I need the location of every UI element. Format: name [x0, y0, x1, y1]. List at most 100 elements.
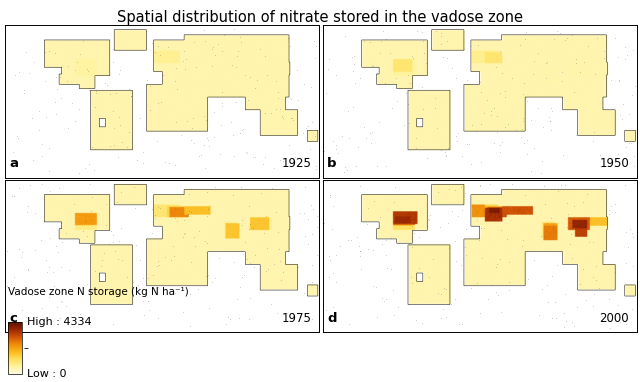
Point [566, 319, 577, 325]
Point [424, 274, 435, 280]
Point [234, 34, 244, 40]
Point [226, 119, 236, 125]
Point [319, 148, 330, 154]
Point [230, 99, 241, 105]
Point [414, 265, 424, 271]
Point [440, 153, 451, 159]
Point [328, 304, 338, 311]
Point [299, 81, 309, 87]
Point [621, 321, 632, 327]
Point [578, 199, 588, 206]
Point [403, 101, 413, 107]
Point [269, 261, 279, 267]
Point [41, 257, 51, 263]
Point [237, 217, 247, 223]
Point [52, 304, 62, 310]
Point [381, 296, 392, 302]
Point [185, 291, 195, 297]
Point [306, 202, 316, 209]
Point [152, 43, 163, 49]
Point [577, 266, 588, 272]
Point [153, 100, 163, 107]
Point [158, 72, 168, 78]
Point [170, 162, 180, 168]
Point [273, 95, 283, 101]
Point [500, 87, 510, 94]
Point [14, 185, 24, 191]
Point [74, 170, 84, 176]
Point [292, 97, 303, 104]
Point [308, 206, 318, 212]
Point [539, 183, 549, 189]
Point [518, 115, 529, 121]
Point [129, 185, 139, 191]
Point [623, 112, 634, 118]
Point [504, 286, 514, 293]
Point [588, 239, 598, 245]
Point [575, 281, 585, 287]
Point [462, 81, 472, 87]
Point [52, 86, 62, 92]
Point [51, 50, 61, 57]
Point [560, 37, 570, 43]
Point [7, 193, 17, 199]
Point [278, 157, 288, 163]
Point [349, 53, 359, 59]
Point [367, 63, 378, 69]
Point [300, 233, 310, 239]
Point [200, 238, 210, 244]
Point [184, 208, 194, 214]
Point [600, 201, 611, 207]
Point [189, 39, 199, 45]
Point [456, 321, 467, 327]
Point [209, 109, 219, 115]
Point [156, 99, 166, 105]
Point [440, 149, 450, 155]
Point [500, 124, 511, 130]
Point [64, 267, 74, 274]
Point [595, 152, 605, 158]
Point [436, 30, 447, 36]
Point [160, 159, 170, 165]
Point [194, 228, 204, 234]
Point [489, 105, 499, 111]
Point [621, 260, 631, 266]
Point [271, 209, 282, 215]
Point [114, 71, 124, 77]
Point [454, 321, 464, 327]
Point [408, 244, 418, 250]
Point [522, 98, 532, 104]
Point [410, 135, 420, 141]
Point [486, 108, 496, 114]
Point [472, 280, 482, 286]
Point [603, 317, 613, 323]
Point [483, 296, 493, 302]
Point [260, 53, 270, 60]
Point [571, 60, 581, 66]
Point [203, 272, 213, 278]
Point [376, 38, 387, 44]
Point [452, 213, 463, 219]
Point [17, 307, 28, 313]
Point [600, 75, 611, 81]
Point [521, 29, 531, 35]
Point [82, 281, 92, 287]
Point [235, 284, 245, 290]
Point [591, 262, 602, 269]
Point [557, 152, 568, 159]
Point [431, 28, 441, 34]
Point [187, 125, 197, 131]
Point [418, 106, 428, 112]
Point [331, 251, 341, 257]
Point [150, 215, 160, 221]
Point [75, 51, 85, 57]
Point [142, 76, 152, 83]
Point [54, 315, 65, 321]
Point [185, 322, 195, 329]
Point [456, 262, 466, 268]
Point [520, 191, 530, 197]
Point [379, 298, 389, 304]
Point [610, 269, 620, 275]
Point [439, 285, 449, 291]
Point [388, 287, 398, 293]
